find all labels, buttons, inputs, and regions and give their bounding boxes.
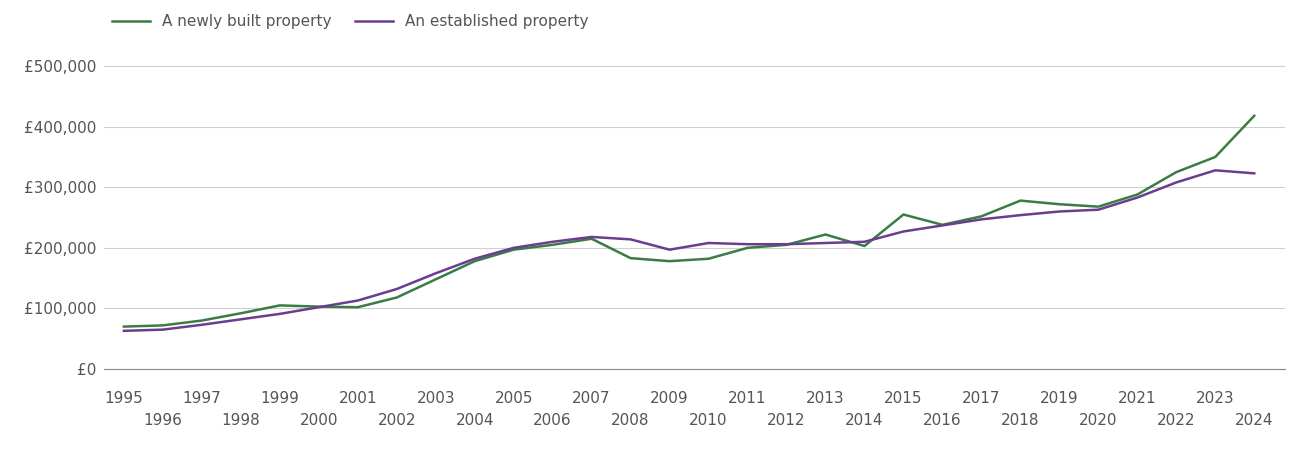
An established property	[583, 234, 599, 240]
Text: 2005: 2005	[495, 391, 532, 406]
Text: 1996: 1996	[144, 413, 183, 428]
An established property	[350, 298, 365, 303]
Text: 2017: 2017	[962, 391, 1001, 406]
An established property	[934, 223, 950, 228]
An established property	[974, 217, 989, 222]
An established property	[234, 317, 249, 322]
An established property	[701, 240, 716, 246]
An established property	[271, 311, 287, 317]
Text: 2000: 2000	[300, 413, 338, 428]
An established property	[389, 286, 405, 292]
An established property	[662, 247, 677, 252]
Line: An established property: An established property	[124, 170, 1254, 331]
A newly built property	[1013, 198, 1028, 203]
Text: 2004: 2004	[455, 413, 493, 428]
Text: 2016: 2016	[923, 413, 962, 428]
A newly built property	[234, 310, 249, 316]
An established property	[1207, 167, 1223, 173]
A newly built property	[622, 256, 638, 261]
Text: 2018: 2018	[1001, 413, 1040, 428]
An established property	[1013, 212, 1028, 218]
An established property	[740, 242, 756, 247]
A newly built property	[1130, 192, 1146, 197]
A newly built property	[271, 303, 287, 308]
Text: 1995: 1995	[104, 391, 144, 406]
A newly built property	[1168, 169, 1184, 175]
Text: 2001: 2001	[338, 391, 377, 406]
An established property	[116, 328, 132, 333]
An established property	[856, 239, 872, 244]
An established property	[895, 229, 911, 234]
A newly built property	[934, 222, 950, 228]
An established property	[1168, 180, 1184, 185]
Text: 2020: 2020	[1079, 413, 1117, 428]
An established property	[544, 239, 560, 244]
A newly built property	[1091, 204, 1107, 209]
Text: 2023: 2023	[1195, 391, 1235, 406]
A newly built property	[662, 258, 677, 264]
Text: 2009: 2009	[650, 391, 689, 406]
A newly built property	[895, 212, 911, 217]
An established property	[155, 327, 171, 332]
An established property	[311, 305, 326, 310]
Text: 2022: 2022	[1158, 413, 1195, 428]
A newly built property	[350, 305, 365, 310]
A newly built property	[818, 232, 834, 237]
A newly built property	[506, 247, 522, 252]
Text: 2006: 2006	[534, 413, 572, 428]
An established property	[194, 322, 210, 328]
An established property	[506, 245, 522, 251]
Text: 1998: 1998	[222, 413, 260, 428]
An established property	[779, 242, 795, 247]
An established property	[1052, 209, 1067, 214]
A newly built property	[467, 258, 483, 264]
A newly built property	[544, 242, 560, 248]
An established property	[622, 237, 638, 242]
A newly built property	[1207, 154, 1223, 160]
An established property	[428, 270, 444, 276]
An established property	[1130, 195, 1146, 200]
An established property	[1246, 171, 1262, 176]
A newly built property	[1052, 202, 1067, 207]
Text: 2013: 2013	[806, 391, 844, 406]
A newly built property	[1246, 113, 1262, 118]
A newly built property	[583, 236, 599, 242]
Text: 2021: 2021	[1118, 391, 1156, 406]
Legend: A newly built property, An established property: A newly built property, An established p…	[112, 14, 589, 29]
A newly built property	[740, 245, 756, 251]
Text: 2008: 2008	[611, 413, 650, 428]
Text: 1997: 1997	[183, 391, 222, 406]
Text: 2015: 2015	[885, 391, 923, 406]
A newly built property	[974, 214, 989, 219]
Text: 2007: 2007	[573, 391, 611, 406]
A newly built property	[194, 318, 210, 323]
Text: 2011: 2011	[728, 391, 767, 406]
A newly built property	[116, 324, 132, 329]
Text: 1999: 1999	[261, 391, 299, 406]
A newly built property	[779, 242, 795, 248]
A newly built property	[155, 323, 171, 328]
Text: 2019: 2019	[1040, 391, 1079, 406]
Text: 2002: 2002	[377, 413, 416, 428]
A newly built property	[856, 243, 872, 249]
Line: A newly built property: A newly built property	[124, 116, 1254, 327]
A newly built property	[428, 277, 444, 282]
An established property	[1091, 207, 1107, 212]
Text: 2010: 2010	[689, 413, 728, 428]
A newly built property	[701, 256, 716, 261]
Text: 2014: 2014	[846, 413, 883, 428]
An established property	[467, 256, 483, 261]
Text: 2003: 2003	[416, 391, 455, 406]
Text: 2012: 2012	[767, 413, 805, 428]
A newly built property	[389, 295, 405, 300]
Text: 2024: 2024	[1235, 413, 1274, 428]
An established property	[818, 240, 834, 246]
A newly built property	[311, 304, 326, 309]
